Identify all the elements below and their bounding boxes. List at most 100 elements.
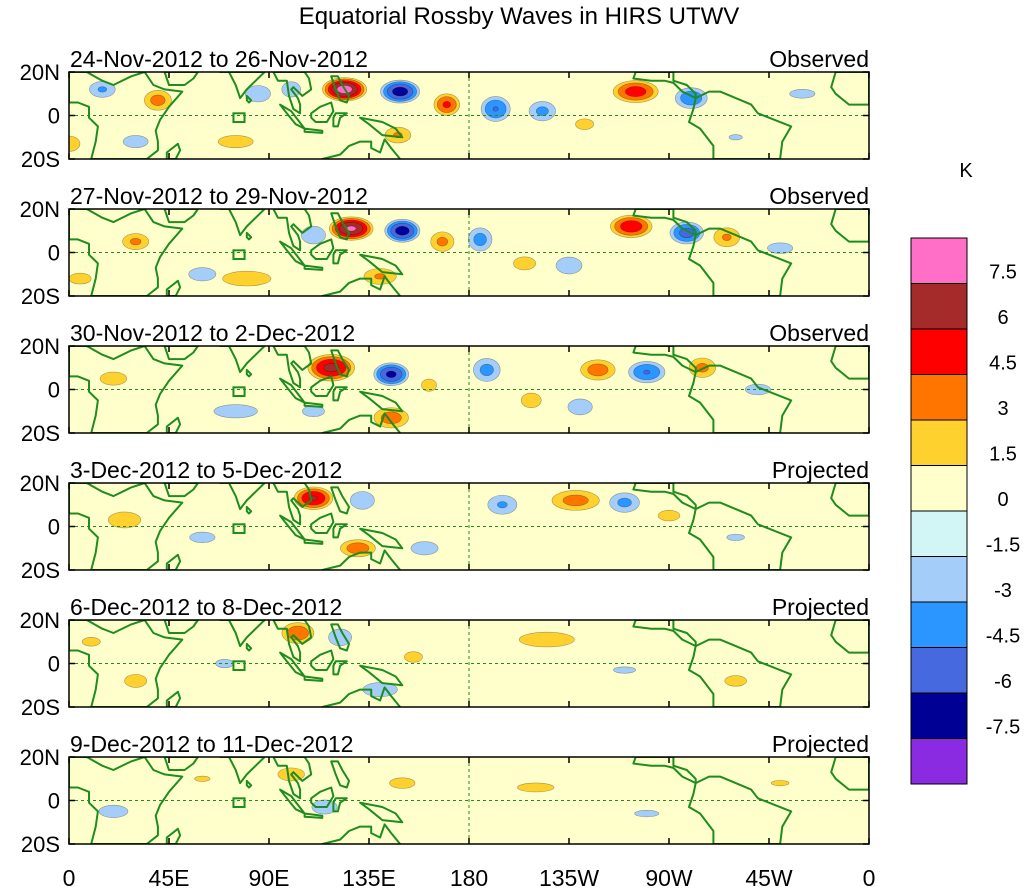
coastline [632, 209, 697, 237]
reference-box [232, 660, 246, 672]
coastline [830, 757, 869, 791]
coastline [245, 505, 253, 515]
y-tick-label: 20N [20, 608, 60, 633]
map-panel: 20N 0 20S 3-Dec-2012 to 5-Dec-2012 Projected [20, 457, 870, 583]
colorbar-swatch [910, 419, 968, 466]
anomaly-contour [69, 135, 81, 152]
coastline [272, 757, 313, 800]
coastline [245, 231, 253, 241]
y-tick-label: 0 [48, 652, 60, 677]
coastline [688, 227, 793, 296]
coastline [245, 94, 253, 104]
anomaly-contour [513, 256, 536, 271]
colorbar-label: -1.5 [986, 535, 1020, 557]
coastline [632, 346, 697, 374]
anomaly-field [107, 486, 745, 558]
anomaly-contour [643, 369, 651, 375]
coastline [272, 620, 313, 663]
y-tick-label: 0 [48, 789, 60, 814]
coastline [321, 412, 402, 433]
anomaly-contour [107, 511, 142, 529]
y-tick-label: 20N [20, 334, 60, 359]
panel-date-range: 27-Nov-2012 to 29-Nov-2012 [70, 183, 368, 209]
coastline [165, 416, 182, 433]
anomaly-contour [722, 233, 732, 241]
coastline [632, 72, 697, 100]
reference-box [232, 386, 246, 398]
anomaly-contour [617, 497, 632, 508]
coastline [688, 775, 793, 844]
colorbar-label: 1.5 [989, 444, 1017, 466]
anomaly-contour [726, 533, 745, 541]
coastline [330, 623, 350, 652]
coastline [688, 90, 793, 159]
reference-box [232, 112, 246, 124]
coastline [163, 620, 199, 634]
coastline [303, 127, 324, 134]
map-panel: 20N 0 20S 24-Nov-2012 to 26-Nov-2012 Observe… [20, 46, 870, 172]
anomaly-contour [130, 238, 142, 246]
anomaly-contour [188, 267, 217, 282]
colorbar-swatch [910, 465, 968, 512]
anomaly-contour [744, 383, 771, 396]
coastline [359, 116, 404, 139]
coastlines [69, 346, 869, 433]
coastline [321, 138, 402, 159]
anomaly-contour [97, 86, 108, 93]
anomaly-contour [492, 106, 499, 112]
anomaly-contour [385, 370, 397, 378]
anomaly-contour [122, 135, 149, 149]
anomaly-contour [555, 256, 583, 275]
coastline [330, 75, 350, 104]
map-panel: 20N 0 20S 9-Dec-2012 to 11-Dec-2012 Projecte… [20, 731, 870, 857]
colorbar-label: -6 [994, 671, 1012, 693]
anomaly-contour [436, 236, 448, 247]
coastline [219, 72, 266, 100]
anomaly-contour [395, 225, 410, 236]
coastline [330, 486, 350, 515]
colorbar-swatch [910, 647, 968, 694]
coastline [165, 827, 182, 844]
reference-box [232, 523, 246, 535]
x-tick-label: 90W [645, 865, 693, 890]
anomaly-contour [657, 509, 681, 522]
coastline [359, 664, 404, 687]
coastlines [69, 620, 869, 707]
coastline [279, 377, 306, 404]
coastline [303, 401, 324, 408]
anomaly-contour [620, 220, 643, 233]
anomaly-contour [124, 674, 148, 688]
reference-box [232, 797, 246, 809]
anomaly-contour [562, 494, 589, 507]
anomaly-contour [613, 666, 636, 674]
anomaly-contour [520, 392, 542, 409]
anomaly-field [69, 77, 816, 152]
x-tick-label: 0 [63, 865, 76, 890]
coastline [632, 483, 697, 511]
coastline [279, 240, 306, 267]
coastline [330, 349, 350, 378]
anomaly-contour [389, 777, 416, 789]
x-axis: 0 45E 90E 135E 180 135W 90W 45W 0 [63, 865, 876, 890]
coastline [321, 275, 402, 296]
anomaly-contour [323, 363, 339, 373]
anomaly-contour [442, 101, 451, 109]
coastline [359, 253, 404, 276]
coastlines [69, 72, 869, 159]
coastline [688, 638, 793, 707]
colorbar-label: 3 [997, 398, 1008, 420]
coastline [219, 346, 266, 374]
colorbar-label: -3 [994, 580, 1012, 602]
panel-status: Projected [772, 457, 869, 483]
anomaly-field [69, 214, 794, 287]
coastline [303, 675, 324, 682]
coastline [163, 757, 199, 771]
map-panel: 20N 0 20S 27-Nov-2012 to 29-Nov-2012 Observe… [20, 183, 870, 309]
panel-date-range: 9-Dec-2012 to 11-Dec-2012 [70, 731, 353, 757]
y-tick-label: 0 [48, 104, 60, 129]
coastline [310, 649, 335, 671]
coastline [632, 620, 697, 648]
coastline [219, 483, 266, 511]
anomaly-contour [150, 94, 166, 106]
